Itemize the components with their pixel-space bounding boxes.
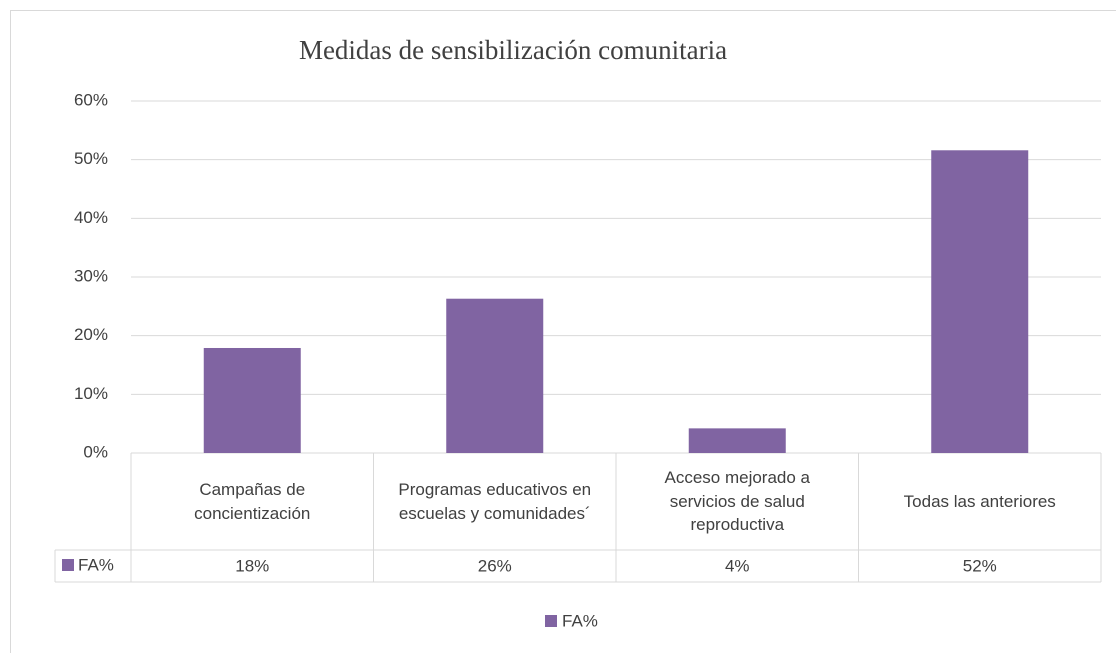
x-tick-label: Programas educativos en escuelas y comun… <box>398 479 592 523</box>
x-tick-label: Acceso mejorado a servicios de salud rep… <box>664 467 811 535</box>
data-label: 26% <box>478 556 512 575</box>
legend-key <box>62 559 74 571</box>
bar <box>446 298 544 453</box>
y-tick-label: 50% <box>74 149 108 168</box>
bar <box>931 150 1029 453</box>
legend-key <box>545 615 557 627</box>
x-tick-label: Todas las anteriores <box>903 491 1056 511</box>
y-tick-label: 0% <box>83 442 108 461</box>
data-label: 4% <box>725 556 750 575</box>
data-label: 18% <box>235 556 269 575</box>
y-tick-label: 30% <box>74 266 108 285</box>
table-series-name: FA% <box>78 555 114 574</box>
bar <box>688 428 786 453</box>
bar <box>203 347 301 453</box>
y-tick-label: 20% <box>74 325 108 344</box>
data-label: 52% <box>963 556 997 575</box>
y-tick-label: 60% <box>74 90 108 109</box>
y-tick-label: 40% <box>74 208 108 227</box>
chart-title: Medidas de sensibilización comunitaria <box>299 35 727 65</box>
legend-label: FA% <box>562 611 598 630</box>
y-tick-label: 10% <box>74 384 108 403</box>
x-tick-label: Campañas de concientización <box>194 479 311 523</box>
